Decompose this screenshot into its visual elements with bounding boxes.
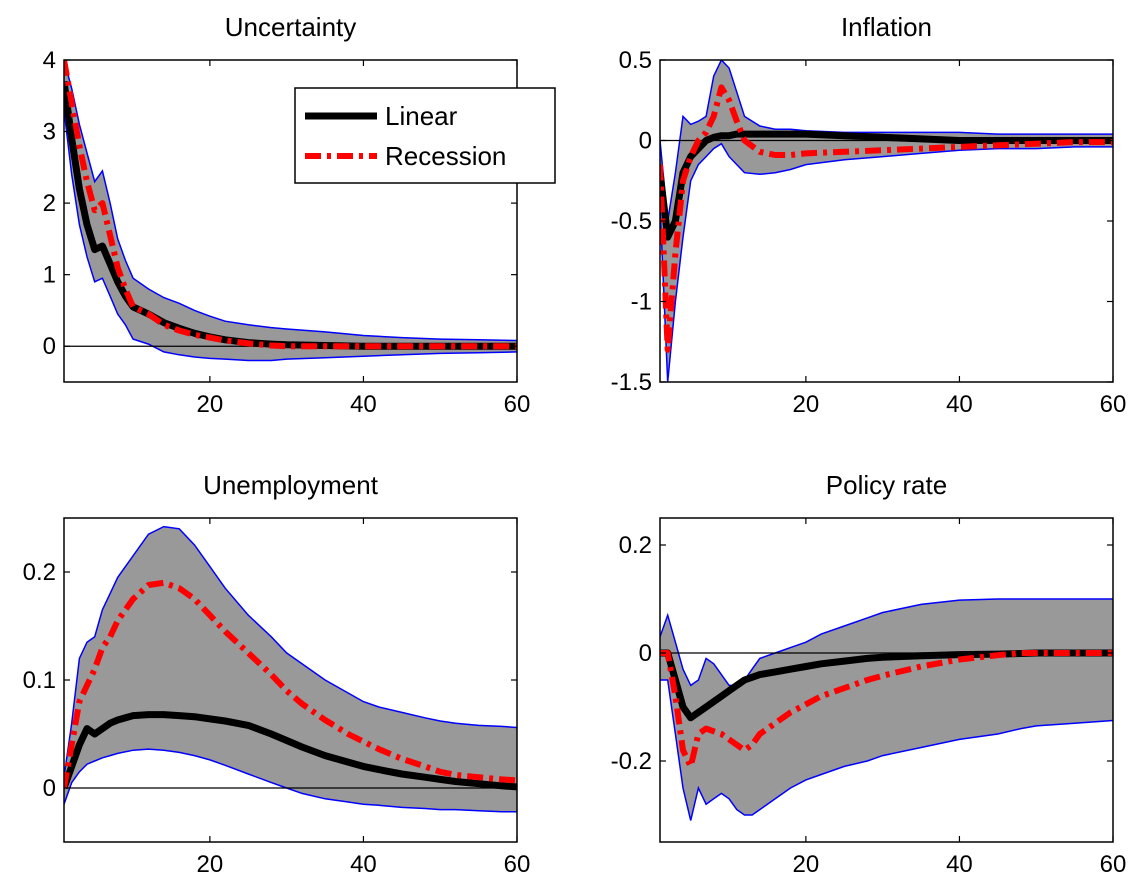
series-line-recession: [64, 579, 517, 789]
x-tick-label: 20: [793, 391, 820, 418]
policy-rate-panel: 20 40 60 -0.2 0 0.2 Policy rate: [611, 470, 1127, 878]
y-tick-label: 0.2: [23, 559, 56, 586]
y-tick-label: 0: [639, 640, 652, 667]
confidence-band: [64, 526, 517, 812]
inflation-panel: 20 40 60 -1.5 -1 -0.5 0 0.5 Inflation: [611, 12, 1127, 418]
panel-title: Uncertainty: [225, 12, 357, 42]
series-line-recession: [660, 650, 1113, 770]
panel-title: Inflation: [841, 12, 932, 42]
y-tick-label: -0.5: [611, 208, 652, 235]
series-line-linear: [64, 711, 517, 791]
band-lower-edge: [64, 748, 517, 813]
panel-title: Unemployment: [203, 470, 379, 500]
band-upper-edge: [660, 598, 1113, 687]
axes-box: [63, 59, 518, 383]
y-tick-label: 0: [43, 775, 56, 802]
plot-content: [660, 60, 1113, 382]
unemployment-panel: 20 40 60 0 0.1 0.2 Unemployment: [23, 470, 531, 878]
y-tick-label: 0.5: [619, 47, 652, 74]
y-tick-label: 3: [43, 119, 56, 146]
band-upper-edge: [64, 60, 517, 342]
series-line-recession: [660, 84, 1113, 353]
series-line-linear: [660, 649, 1113, 722]
band-upper-edge: [64, 525, 517, 778]
panel-title: Policy rate: [826, 470, 947, 500]
series-line-recession: [64, 60, 517, 350]
legend-label-linear: Linear: [385, 101, 458, 131]
y-tick-label: -1: [631, 289, 652, 316]
uncertainty-panel: 20 40 60 0 1 2 3 4 Uncertainty Linear Recession: [43, 12, 556, 418]
plot-content: [660, 598, 1113, 821]
legend: Linear Recession: [294, 87, 556, 184]
legend-box: [294, 87, 556, 184]
plot-content: [64, 60, 517, 362]
band-lower-edge: [660, 679, 1113, 821]
x-tick-label: 40: [946, 851, 973, 878]
y-tick-label: 0.2: [619, 532, 652, 559]
plot-content: [64, 525, 517, 813]
x-tick-label: 20: [197, 851, 224, 878]
x-tick-label: 20: [197, 391, 224, 418]
y-tick-label: -0.2: [611, 748, 652, 775]
band-upper-edge: [660, 60, 1113, 222]
band-lower-edge: [660, 142, 1113, 382]
x-tick-label: 40: [350, 391, 377, 418]
band-lower-edge: [64, 110, 517, 362]
x-tick-label: 40: [350, 851, 377, 878]
y-tick-label: -1.5: [611, 369, 652, 396]
y-tick-label: 1: [43, 262, 56, 289]
y-tick-label: 0.1: [23, 667, 56, 694]
x-tick-label: 60: [504, 391, 531, 418]
y-tick-label: 0: [639, 128, 652, 155]
y-tick-label: 0: [43, 333, 56, 360]
x-tick-label: 60: [504, 851, 531, 878]
x-tick-label: 40: [946, 391, 973, 418]
legend-label-recession: Recession: [385, 141, 506, 171]
axes-box: [659, 517, 1114, 843]
x-tick-label: 20: [793, 851, 820, 878]
y-tick-label: 2: [43, 190, 56, 217]
x-tick-label: 60: [1100, 851, 1127, 878]
y-tick-label: 4: [43, 47, 56, 74]
x-tick-label: 60: [1100, 391, 1127, 418]
